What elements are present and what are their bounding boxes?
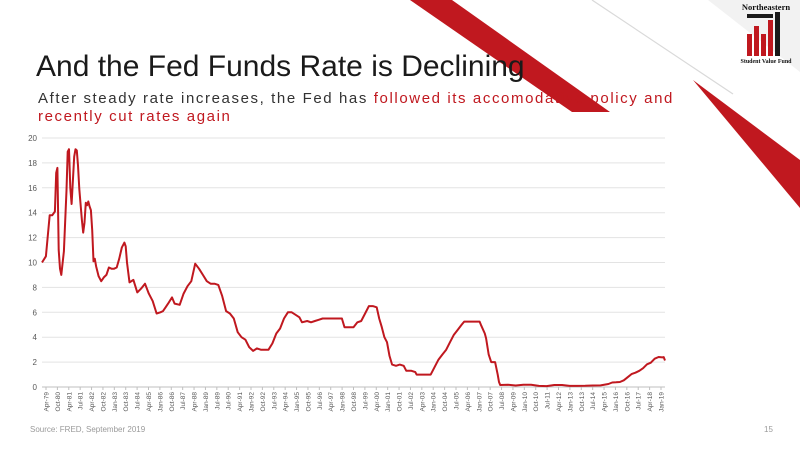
logo-name: Northeastern: [741, 2, 791, 12]
red-stripe-top: [410, 0, 610, 112]
y-tick-label: 20: [28, 134, 37, 143]
x-tick-label: Apr-82: [89, 392, 96, 412]
x-tick-label: Apr-18: [647, 392, 654, 412]
x-tick-label: Jul-81: [78, 392, 85, 410]
grid-lines: [42, 137, 665, 363]
slide-subtitle: After steady rate increases, the Fed has…: [38, 90, 678, 126]
page-number: 15: [764, 425, 773, 434]
x-tick-label: Jul-96: [317, 392, 324, 410]
x-tick-label: Jan-07: [476, 392, 483, 412]
x-tick-label: Jan-16: [613, 392, 620, 412]
x-tick-label: Jul-17: [636, 392, 643, 410]
x-tick-label: Jul-02: [408, 392, 415, 410]
x-tick-label: Apr-15: [602, 392, 609, 412]
x-tick-label: Apr-00: [374, 392, 381, 412]
x-tick-label: Oct-98: [351, 392, 358, 412]
x-tick-label: Oct-86: [169, 392, 176, 412]
x-tick-label: Jan-04: [431, 392, 438, 412]
x-tick-label: Jan-98: [340, 392, 347, 412]
x-tick-label: Apr-09: [510, 392, 517, 412]
x-tick-label: Jul-05: [454, 392, 461, 410]
x-tick-label: Jan-10: [522, 392, 529, 412]
x-tick-label: Oct-07: [488, 392, 495, 412]
logo-tagline: Student Value Fund: [740, 59, 792, 65]
x-tick-label: Jan-89: [203, 392, 210, 412]
fed-funds-rate-line: [41, 148, 666, 388]
source-note: Source: FRED, September 2019: [30, 425, 146, 434]
y-tick-label: 12: [28, 234, 37, 243]
x-tick-label: Apr-88: [192, 392, 199, 412]
y-tick-label: 8: [33, 283, 38, 292]
x-tick-label: Apr-81: [66, 392, 73, 412]
x-tick-label: Jul-90: [226, 392, 233, 410]
red-stripe-right: [693, 80, 800, 208]
x-tick-label: Apr-85: [146, 392, 153, 412]
northeastern-svf-logo: Northeastern Student Value Fund: [733, 2, 799, 72]
x-tick-label: Oct-01: [397, 392, 404, 412]
x-tick-label: Jul-89: [214, 392, 221, 410]
x-tick-label: Apr-97: [328, 392, 335, 412]
y-tick-label: 2: [33, 358, 38, 367]
x-tick-label: Jan-86: [157, 392, 164, 412]
y-tick-label: 14: [28, 209, 37, 218]
x-tick-label: Jul-11: [545, 392, 552, 410]
x-tick-label: Oct-13: [579, 392, 586, 412]
x-tick-label: Oct-95: [305, 392, 312, 412]
x-tick-label: Apr-06: [465, 392, 472, 412]
y-tick-label: 10: [28, 259, 37, 268]
x-tick-label: Oct-83: [123, 392, 130, 412]
x-tick-label: Oct-10: [533, 392, 540, 412]
page-title: And the Fed Funds Rate is Declining: [36, 50, 525, 83]
y-tick-label: 16: [28, 184, 37, 193]
x-tick-label: Jul-99: [362, 392, 369, 410]
logo-bars-icon: [747, 12, 780, 56]
x-tick-label: Jan-83: [112, 392, 119, 412]
x-tick-label: Jan-01: [385, 392, 392, 412]
x-tick-label: Jul-84: [135, 392, 142, 410]
fed-funds-rate-chart: 0 2 4 6 8 10 12 14 16 18 20 Apr-79 Oct-80 Apr-81 Jul-…: [28, 134, 666, 412]
x-axis-ticks: Apr-79 Oct-80 Apr-81 Jul-81 Apr-82 Oct-82 Jan-…: [44, 387, 666, 412]
x-tick-label: Jan-92: [249, 392, 256, 412]
y-axis-ticks: 0 2 4 6 8 10 12 14 16 18 20: [28, 134, 37, 392]
x-tick-label: Oct-92: [260, 392, 267, 412]
x-tick-label: Oct-82: [100, 392, 107, 412]
subtitle-plain: After steady rate increases, the Fed has: [38, 90, 374, 107]
y-tick-label: 0: [33, 383, 38, 392]
x-tick-label: Apr-91: [237, 392, 244, 412]
x-tick-label: Oct-16: [624, 392, 631, 412]
x-tick-label: Apr-03: [419, 392, 426, 412]
x-tick-label: Oct-04: [442, 392, 449, 412]
subtitle-accent: followed its accomodative policy and rec…: [38, 90, 674, 125]
y-tick-label: 18: [28, 159, 37, 168]
x-tick-label: Jul-14: [590, 392, 597, 410]
x-tick-label: Jul-93: [271, 392, 278, 410]
x-tick-label: Jan-19: [659, 392, 666, 412]
y-tick-label: 6: [33, 308, 38, 317]
x-tick-label: Jul-08: [499, 392, 506, 410]
x-tick-label: Jul-87: [180, 392, 187, 410]
x-tick-label: Jan-95: [294, 392, 301, 412]
y-tick-label: 4: [33, 333, 38, 342]
x-tick-label: Apr-94: [283, 392, 290, 412]
x-tick-label: Apr-79: [44, 392, 51, 412]
x-tick-label: Apr-12: [556, 392, 563, 412]
x-tick-label: Jan-13: [567, 392, 574, 412]
gray-stripe-line: [591, 0, 734, 95]
x-tick-label: Oct-80: [55, 392, 62, 412]
